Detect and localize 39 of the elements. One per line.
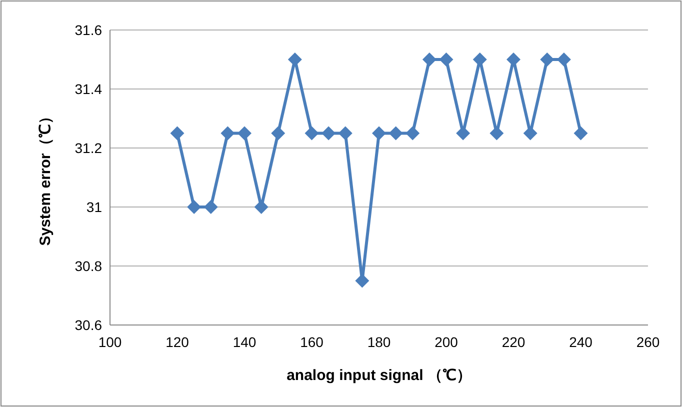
point [271,126,286,140]
x-tick-label: 240 [569,334,593,350]
point [556,52,571,66]
point [238,126,252,140]
x-axis-title: analog input signal （℃） [286,367,472,384]
point [574,126,588,140]
point [204,200,218,214]
point [540,52,554,66]
point [456,126,470,140]
point [187,200,202,214]
point [338,126,352,140]
y-tick-label: 31.4 [74,81,102,97]
point [490,126,504,140]
x-tick-label: 260 [636,334,660,350]
point [254,200,268,214]
y-tick-label: 31.6 [74,22,102,38]
point [388,126,403,140]
y-axis-title: System error（℃） [37,109,54,246]
x-tick-label: 160 [300,334,324,350]
x-tick-label: 100 [98,334,122,350]
y-tick-label: 30.8 [74,258,102,274]
point [372,126,386,140]
point [523,126,538,140]
y-tick-label: 31 [86,199,102,215]
x-tick-label: 140 [232,334,256,350]
point [322,126,336,140]
point [355,274,370,288]
x-tick-label: 220 [502,334,526,350]
point [406,126,420,140]
x-tick-label: 120 [166,334,190,350]
x-tick-label: 180 [367,334,391,350]
y-tick-label: 31.2 [74,140,102,156]
x-tick-label: 200 [434,334,458,350]
point [422,52,436,66]
point [220,126,235,140]
point [304,126,319,140]
point [170,126,184,140]
point [439,52,454,66]
y-tick-label: 30.6 [74,317,102,333]
